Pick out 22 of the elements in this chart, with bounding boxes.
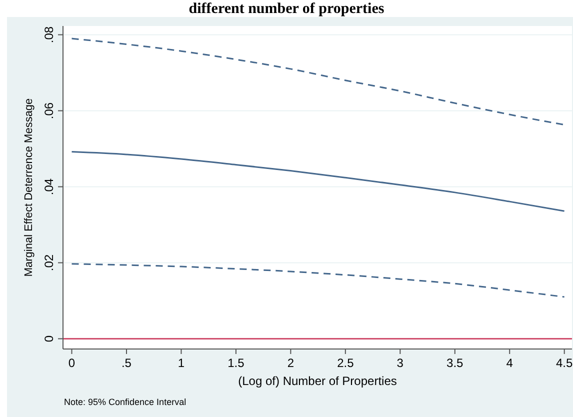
y-tick-label: .06: [42, 102, 56, 120]
x-tick-label: 3: [396, 356, 404, 370]
y-tick-label: 0: [42, 335, 56, 342]
x-tick-label: 2.5: [337, 356, 354, 370]
x-tick-label: 3.5: [446, 356, 464, 370]
y-tick-label: .08: [42, 26, 56, 44]
text: Note: 95% Confidence Interval: [64, 397, 186, 407]
x-tick-label: 4: [506, 356, 514, 370]
x-tick-label: 4.5: [556, 356, 573, 370]
line-series: [71, 263, 566, 298]
x-tick-label: 0: [68, 356, 76, 370]
x-axis-title: (Log of) Number of Properties: [238, 374, 397, 388]
x-tick-label: .5: [121, 356, 132, 370]
x-tick-label: 1: [178, 356, 185, 370]
chart-title: different number of properties: [188, 1, 384, 17]
y-tick-label: .02: [42, 254, 56, 272]
x-tick-label: 2: [287, 356, 294, 370]
y-axis-title: Marginal Effect Deterrence Message: [23, 98, 35, 277]
line-series: [71, 151, 566, 212]
x-tick-label: 1.5: [228, 356, 245, 370]
line-series: [71, 38, 566, 126]
y-tick-label: .04: [42, 178, 56, 196]
